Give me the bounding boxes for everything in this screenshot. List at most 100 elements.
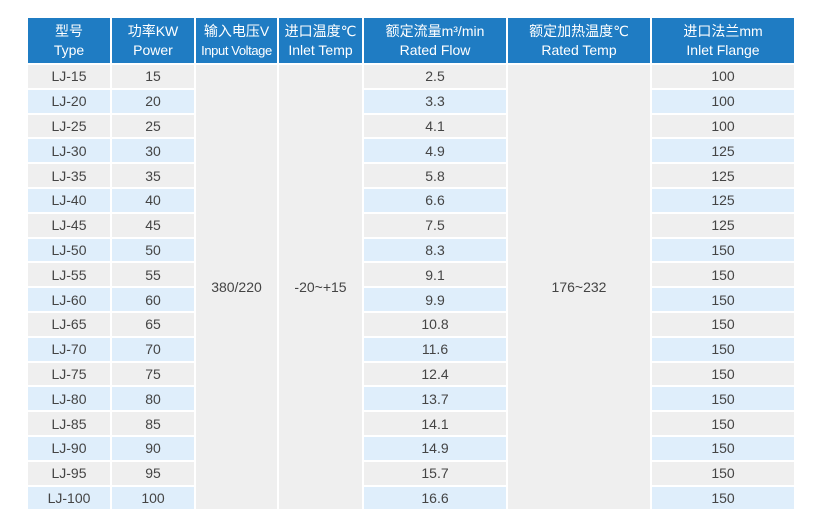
header-en: Inlet Temp bbox=[288, 41, 353, 58]
cell-type: LJ-65 bbox=[26, 310, 112, 338]
cell-type: LJ-55 bbox=[26, 261, 112, 289]
cell-inlet-flange: 100 bbox=[650, 87, 796, 115]
cell-power: 65 bbox=[110, 310, 196, 338]
table-row: LJ-85 85 14.1 150 bbox=[26, 410, 796, 437]
cell-rated-flow: 15.7 bbox=[362, 459, 508, 487]
cell-inlet-flange: 125 bbox=[650, 211, 796, 239]
cell-inlet-flange: 125 bbox=[650, 162, 796, 189]
cell-power: 25 bbox=[110, 112, 196, 140]
header-cn: 进口温度℃ bbox=[284, 22, 357, 39]
cell-type: LJ-40 bbox=[26, 186, 112, 214]
table-row: LJ-70 70 11.6 150 bbox=[26, 335, 796, 363]
cell-inlet-flange: 150 bbox=[650, 261, 796, 289]
cell-inlet-flange: 150 bbox=[650, 459, 796, 487]
cell-rated-flow: 14.9 bbox=[362, 434, 508, 462]
header-type: 型号 Type bbox=[26, 16, 112, 65]
cell-inlet-flange: 100 bbox=[650, 112, 796, 140]
cell-rated-flow: 9.1 bbox=[362, 261, 508, 289]
cell-inlet-flange: 125 bbox=[650, 137, 796, 165]
header-input-voltage: 输入电压V Input Voltage bbox=[194, 16, 279, 65]
cell-inlet-flange: 100 bbox=[650, 63, 796, 90]
cell-rated-flow: 5.8 bbox=[362, 162, 508, 189]
cell-rated-flow: 2.5 bbox=[362, 63, 508, 90]
cell-inlet-flange: 150 bbox=[650, 310, 796, 338]
cell-type: LJ-85 bbox=[26, 410, 112, 437]
cell-type: LJ-15 bbox=[26, 63, 112, 90]
cell-inlet-temp: -20~+15 bbox=[277, 62, 364, 512]
header-rated-temp: 额定加热温度℃ Rated Temp bbox=[506, 16, 652, 65]
header-rated-flow: 额定流量m³/min Rated Flow bbox=[362, 16, 508, 65]
cell-type: LJ-45 bbox=[26, 211, 112, 239]
cell-input-voltage: 380/220 bbox=[194, 62, 279, 512]
cell-rated-flow: 12.4 bbox=[362, 360, 508, 388]
cell-type: LJ-25 bbox=[26, 112, 112, 140]
cell-power: 15 bbox=[110, 63, 196, 90]
cell-type: LJ-70 bbox=[26, 335, 112, 363]
cell-type: LJ-20 bbox=[26, 87, 112, 115]
cell-rated-flow: 16.6 bbox=[362, 484, 508, 512]
header-en: Inlet Flange bbox=[686, 41, 760, 58]
table-row: LJ-75 75 12.4 150 bbox=[26, 360, 796, 388]
table-row: LJ-100 100 16.6 150 bbox=[26, 484, 796, 512]
cell-rated-flow: 4.1 bbox=[362, 112, 508, 140]
cell-power: 20 bbox=[110, 87, 196, 115]
header-inlet-flange: 进口法兰mm Inlet Flange bbox=[650, 16, 796, 65]
cell-power: 45 bbox=[110, 211, 196, 239]
table-row: LJ-20 20 3.3 100 bbox=[26, 87, 796, 115]
cell-rated-flow: 14.1 bbox=[362, 410, 508, 437]
cell-rated-temp: 176~232 bbox=[506, 62, 652, 512]
cell-rated-flow: 3.3 bbox=[362, 87, 508, 115]
header-power: 功率KW Power bbox=[110, 16, 196, 65]
cell-inlet-flange: 150 bbox=[650, 385, 796, 413]
cell-power: 75 bbox=[110, 360, 196, 388]
cell-power: 50 bbox=[110, 236, 196, 264]
cell-power: 80 bbox=[110, 385, 196, 413]
cell-power: 30 bbox=[110, 137, 196, 165]
spec-table: 型号 Type 功率KW Power 输入电压V Input Voltage 进口温度℃ In… bbox=[26, 16, 796, 512]
cell-rated-flow: 7.5 bbox=[362, 211, 508, 239]
header-cn: 输入电压V bbox=[203, 22, 270, 39]
table-row: LJ-40 40 6.6 125 bbox=[26, 186, 796, 214]
cell-inlet-flange: 150 bbox=[650, 410, 796, 437]
cell-type: LJ-80 bbox=[26, 385, 112, 413]
cell-power: 90 bbox=[110, 434, 196, 462]
header-cn: 功率KW bbox=[127, 22, 179, 39]
cell-type: LJ-60 bbox=[26, 286, 112, 313]
table-row: LJ-25 25 4.1 100 bbox=[26, 112, 796, 140]
cell-power: 95 bbox=[110, 459, 196, 487]
header-inlet-temp: 进口温度℃ Inlet Temp bbox=[277, 16, 364, 65]
cell-rated-flow: 10.8 bbox=[362, 310, 508, 338]
cell-rated-flow: 13.7 bbox=[362, 385, 508, 413]
cell-type: LJ-35 bbox=[26, 162, 112, 189]
cell-type: LJ-30 bbox=[26, 137, 112, 165]
table-row: LJ-65 65 10.8 150 bbox=[26, 310, 796, 338]
header-cn: 额定流量m³/min bbox=[385, 22, 485, 39]
table-row: LJ-15 15 380/220 -20~+15 2.5 176~232 100 bbox=[26, 62, 796, 512]
cell-inlet-flange: 125 bbox=[650, 186, 796, 214]
cell-inlet-flange: 150 bbox=[650, 236, 796, 264]
cell-power: 60 bbox=[110, 286, 196, 313]
cell-inlet-flange: 150 bbox=[650, 484, 796, 512]
cell-power: 35 bbox=[110, 162, 196, 189]
header-cn: 进口法兰mm bbox=[683, 22, 763, 39]
cell-inlet-flange: 150 bbox=[650, 434, 796, 462]
cell-type: LJ-75 bbox=[26, 360, 112, 388]
header-row: 型号 Type 功率KW Power 输入电压V Input Voltage 进口温度℃ In… bbox=[26, 16, 796, 65]
header-en: Power bbox=[133, 41, 173, 58]
table-row: LJ-90 90 14.9 150 bbox=[26, 434, 796, 462]
cell-rated-flow: 9.9 bbox=[362, 286, 508, 313]
cell-type: LJ-100 bbox=[26, 484, 112, 512]
table-row: LJ-55 55 9.1 150 bbox=[26, 261, 796, 289]
cell-type: LJ-95 bbox=[26, 459, 112, 487]
table-row: LJ-95 95 15.7 150 bbox=[26, 459, 796, 487]
cell-rated-flow: 4.9 bbox=[362, 137, 508, 165]
cell-rated-flow: 8.3 bbox=[362, 236, 508, 264]
cell-power: 55 bbox=[110, 261, 196, 289]
header-cn: 额定加热温度℃ bbox=[529, 22, 629, 39]
table-row: LJ-60 60 9.9 150 bbox=[26, 286, 796, 313]
header-cn: 型号 bbox=[55, 22, 83, 39]
cell-power: 70 bbox=[110, 335, 196, 363]
header-en: Type bbox=[53, 41, 85, 58]
cell-power: 40 bbox=[110, 186, 196, 214]
table-row: LJ-50 50 8.3 150 bbox=[26, 236, 796, 264]
